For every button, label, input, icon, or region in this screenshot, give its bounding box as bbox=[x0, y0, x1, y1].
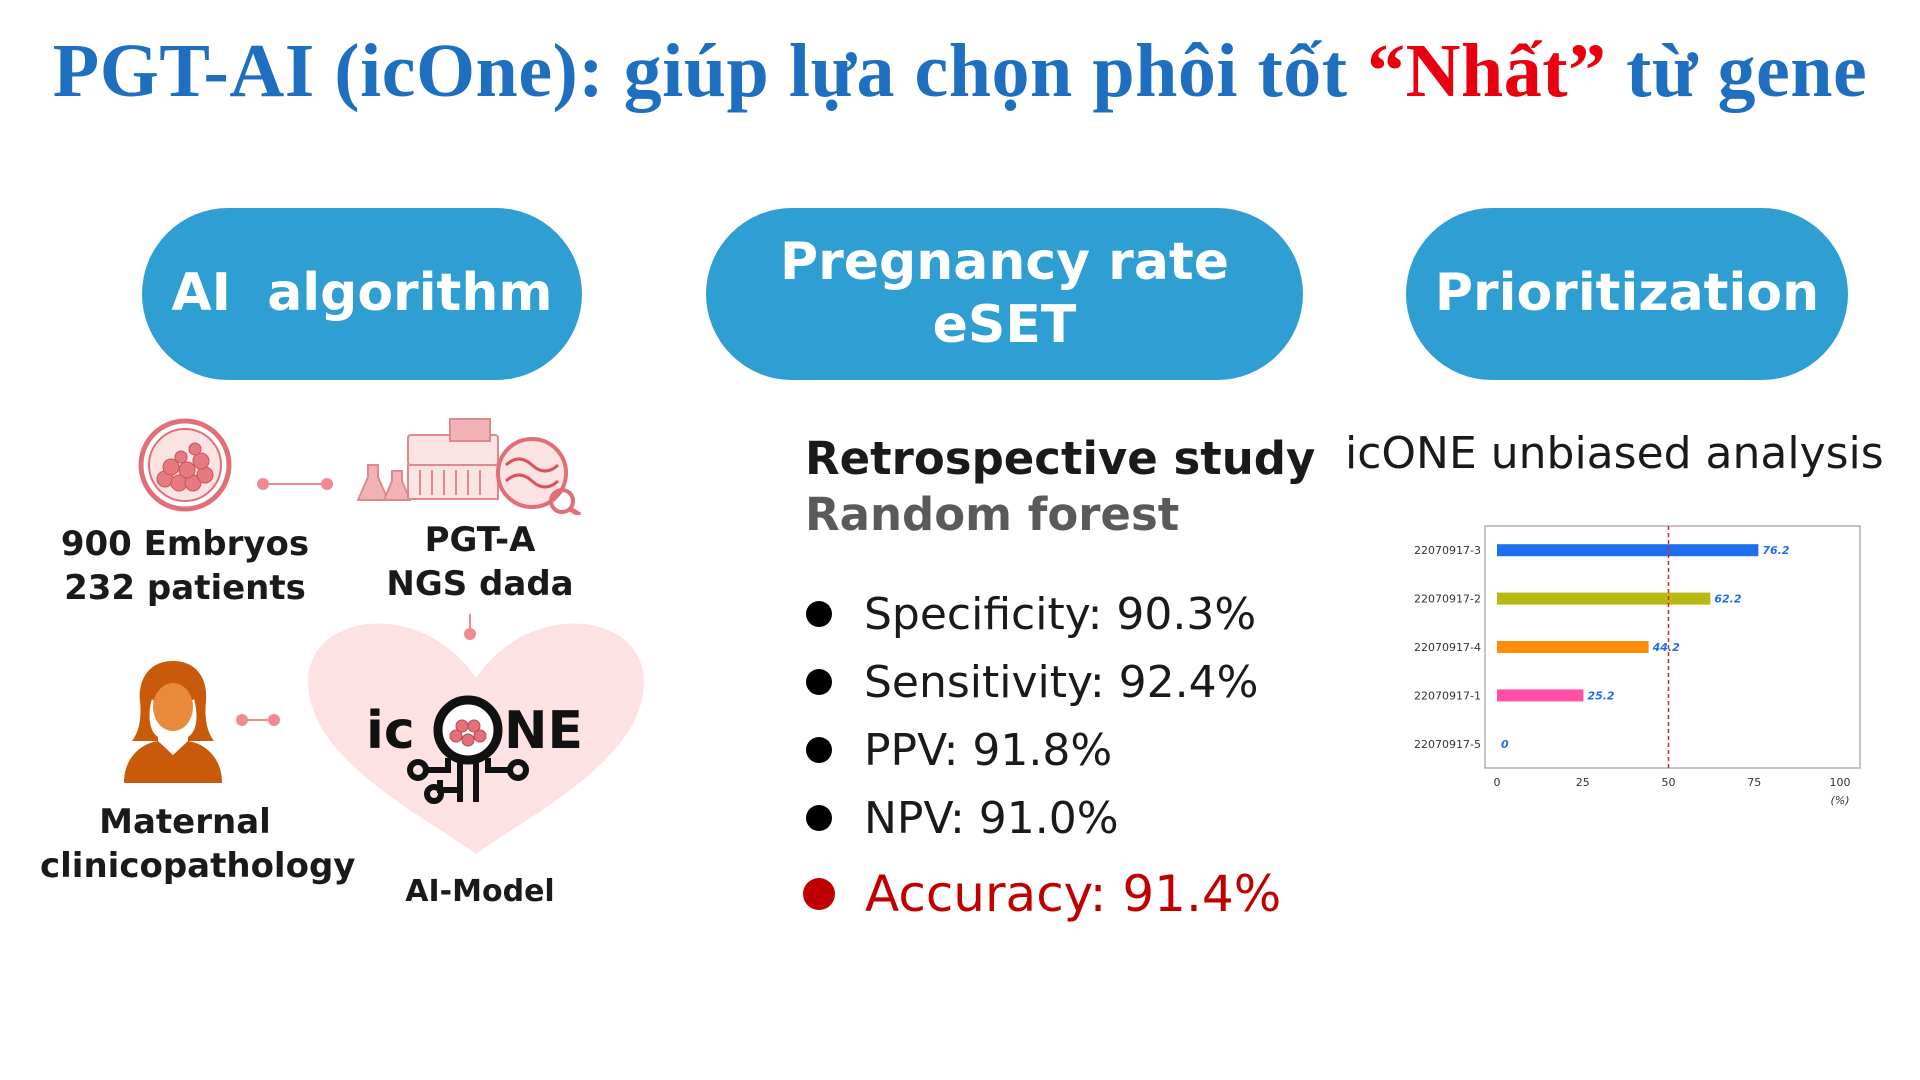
maternal-text: Maternal bbox=[99, 802, 271, 842]
metric-accuracy: Accuracy: 91.4% bbox=[800, 860, 1281, 928]
chart-tick-label: 100 bbox=[1830, 776, 1851, 789]
chart-tick-label: 75 bbox=[1747, 776, 1761, 789]
chart-bar bbox=[1497, 544, 1759, 557]
chart-tick-label: 0 bbox=[1494, 776, 1501, 789]
chart-category-label: 22070917-5 bbox=[1414, 738, 1481, 751]
study-heading: Retrospective study bbox=[805, 432, 1316, 485]
ai-algorithm-label: AI algorithm bbox=[171, 263, 553, 324]
chart-tick-label: 25 bbox=[1576, 776, 1590, 789]
bullet-icon bbox=[803, 878, 835, 910]
chart-bar bbox=[1497, 641, 1649, 653]
metric-text: NPV: 91.0% bbox=[864, 792, 1119, 844]
chart-bar bbox=[1497, 689, 1584, 702]
connector-line-1 bbox=[257, 478, 333, 490]
page-title: PGT-AI (icOne): giúp lựa chọn phôi tốt “… bbox=[0, 28, 1920, 115]
pgta-text: PGT-A bbox=[424, 520, 536, 560]
chart-category-label: 22070917-1 bbox=[1414, 689, 1481, 702]
metric-sensitivity: Sensitivity: 92.4% bbox=[800, 648, 1281, 716]
ai-algorithm-pill: AI algorithm bbox=[142, 208, 582, 380]
embryos-label: 900 Embryos 232 patients bbox=[60, 522, 310, 610]
chart-bar bbox=[1497, 592, 1711, 605]
ngs-lab-icon bbox=[356, 418, 582, 515]
study-method: Random forest bbox=[805, 488, 1180, 541]
chart-data-label: 76.2 bbox=[1762, 544, 1789, 557]
chart-data-label: 0 bbox=[1501, 738, 1509, 751]
metric-text: Specificity: 90.3% bbox=[864, 588, 1257, 640]
chart-data-label: 25.2 bbox=[1587, 689, 1614, 702]
ai-model-label: AI-Model bbox=[405, 874, 555, 909]
chart-data-label: 62.2 bbox=[1714, 593, 1741, 606]
connector-line-2 bbox=[464, 614, 476, 640]
title-main: PGT-AI (icOne): giúp lựa chọn phôi tốt bbox=[52, 29, 1368, 113]
chart-category-label: 22070917-2 bbox=[1414, 593, 1481, 606]
prioritization-label: Prioritization bbox=[1434, 263, 1820, 324]
svg-text:ic: ic bbox=[366, 701, 415, 761]
icone-logo-icon: ic NE bbox=[366, 695, 583, 804]
chart-category-label: 22070917-3 bbox=[1414, 544, 1481, 557]
ranking-chart-svg: 22070917-3 76.2 22070917-2 62.2 22070917-4 44… bbox=[1414, 525, 1861, 807]
pregnancy-rate-label: Pregnancy rate bbox=[779, 231, 1230, 292]
bullet-icon bbox=[806, 737, 832, 763]
embryo-icon bbox=[138, 418, 232, 512]
bullet-icon bbox=[806, 805, 832, 831]
connector-line-3 bbox=[236, 714, 280, 726]
chart-category-label: 22070917-4 bbox=[1414, 641, 1481, 654]
metric-text: Sensitivity: 92.4% bbox=[864, 656, 1259, 708]
metric-npv: NPV: 91.0% bbox=[800, 784, 1281, 852]
maternal-label: Maternal clinicopathology bbox=[40, 800, 356, 888]
patients-count: 232 patients bbox=[64, 568, 306, 609]
mother-icon bbox=[124, 661, 222, 783]
bullet-icon bbox=[806, 601, 832, 627]
chart-unit-label: (%) bbox=[1830, 794, 1849, 807]
pregnancy-rate-pill: Pregnancy rate eSET bbox=[706, 208, 1303, 380]
pgta-label: PGT-A NGS dada bbox=[370, 518, 590, 606]
analysis-heading: icONE unbiased analysis bbox=[1345, 428, 1884, 479]
title-highlight: “Nhất” bbox=[1367, 29, 1607, 113]
chart-tick-label: 50 bbox=[1662, 776, 1676, 789]
bullet-icon bbox=[806, 669, 832, 695]
metrics-list: Specificity: 90.3% Sensitivity: 92.4% PP… bbox=[800, 580, 1281, 928]
chart-data-label: 44.2 bbox=[1652, 641, 1680, 654]
icone-logo: ic NE bbox=[364, 690, 604, 820]
metric-ppv: PPV: 91.8% bbox=[800, 716, 1281, 784]
metric-text: PPV: 91.8% bbox=[864, 724, 1113, 776]
ngs-data-text: NGS dada bbox=[386, 564, 574, 605]
svg-text:NE: NE bbox=[504, 701, 583, 761]
prioritization-pill: Prioritization bbox=[1406, 208, 1848, 380]
clinicopathology-text: clinicopathology bbox=[40, 846, 356, 887]
metric-specificity: Specificity: 90.3% bbox=[800, 580, 1281, 648]
eset-label: eSET bbox=[932, 295, 1077, 355]
title-tail: từ gene bbox=[1606, 29, 1868, 113]
embryos-count: 900 Embryos bbox=[60, 524, 310, 564]
ranking-chart: 22070917-3 76.2 22070917-2 62.2 22070917-4 44… bbox=[1380, 520, 1900, 810]
accuracy-text: Accuracy: 91.4% bbox=[865, 865, 1282, 923]
